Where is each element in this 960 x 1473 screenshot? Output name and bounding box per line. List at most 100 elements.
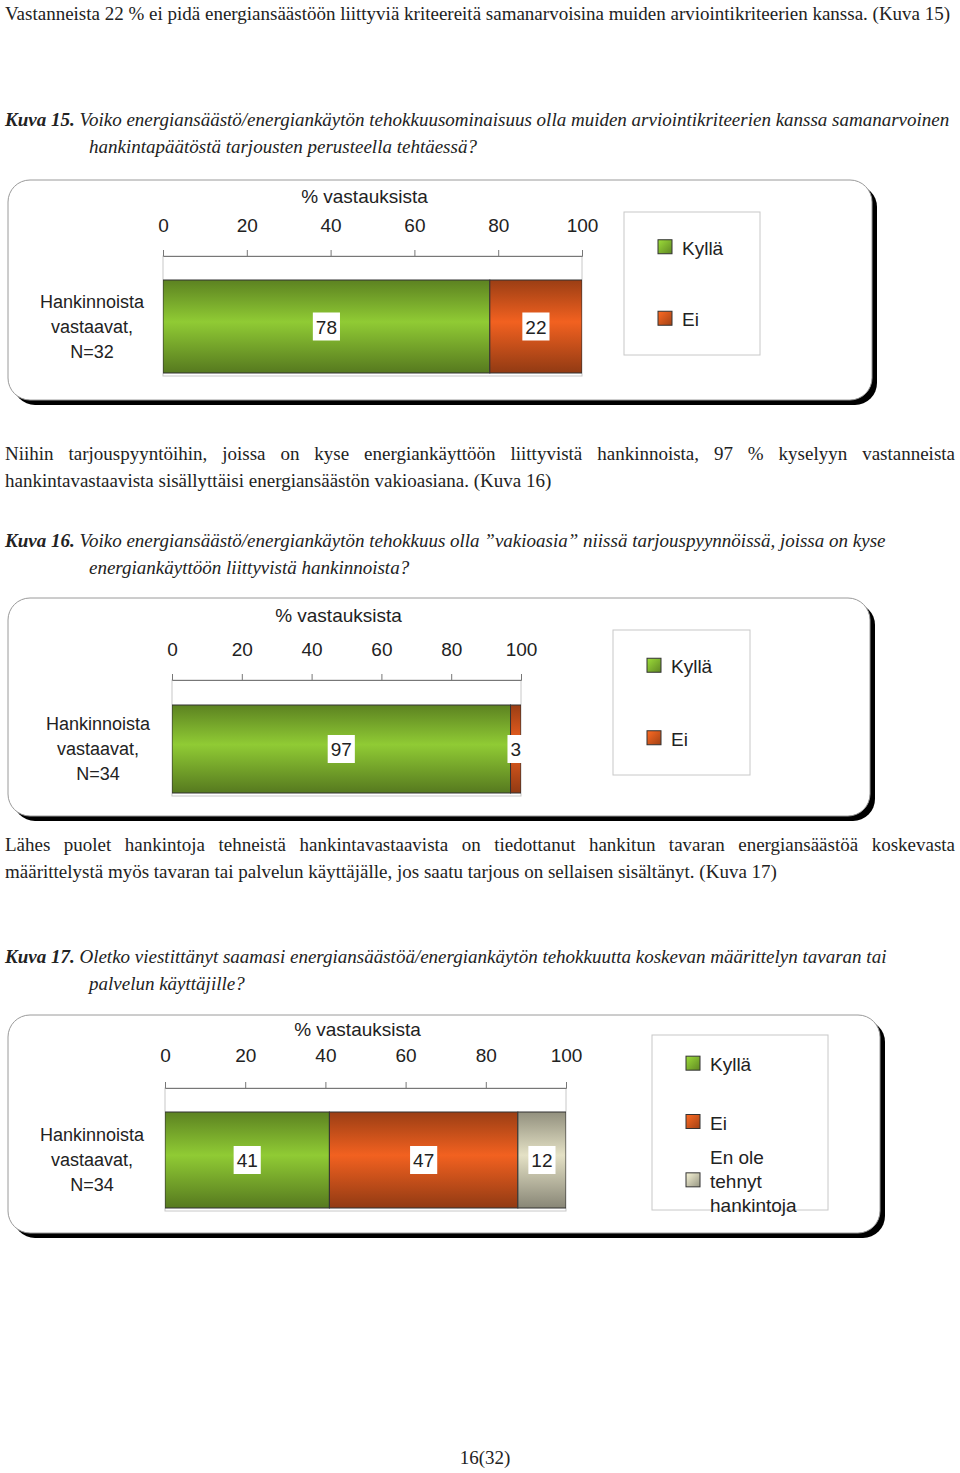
tick-mark	[312, 674, 313, 680]
data-label-text: 41	[237, 1150, 258, 1171]
data-label-text: 12	[531, 1150, 552, 1171]
legend-box	[613, 630, 750, 775]
tick: 80	[476, 1045, 497, 1088]
tick: 20	[232, 639, 253, 680]
data-label-bg	[234, 1146, 261, 1174]
bar	[511, 705, 521, 793]
tick-mark	[247, 250, 248, 256]
category-label: Hankinnoistavastaavat,N=34	[40, 1125, 145, 1195]
category-label: Hankinnoistavastaavat,N=34	[46, 714, 151, 784]
data-label-text: 78	[316, 317, 337, 338]
tick: 0	[158, 215, 169, 256]
tick-mark	[381, 674, 382, 680]
data-label-text: 97	[331, 739, 352, 760]
tick-label: 40	[321, 215, 342, 236]
tick: 100	[567, 215, 599, 256]
paragraph: Vastanneista 22 % ei pidä energiansäästö…	[5, 0, 955, 27]
figure-label: Kuva 16.	[5, 530, 75, 551]
x-axis: 0 20 40 60 80 100	[158, 215, 598, 257]
data-label: 97	[328, 735, 355, 763]
tick-label: 100	[567, 215, 599, 236]
legend: Kyllä Ei	[624, 212, 760, 355]
tick: 40	[315, 1045, 336, 1088]
bar	[165, 1112, 329, 1208]
bar	[329, 1112, 517, 1208]
tick-label: 100	[551, 1045, 583, 1066]
tick-label: 0	[167, 639, 178, 660]
legend: KylläEiEn oletehnythankintoja	[652, 1035, 828, 1216]
legend-label: Kyllä	[710, 1054, 752, 1075]
tick-mark	[242, 674, 243, 680]
chart-title: Voiko energiansäästö/energiankäytön teho…	[79, 109, 949, 157]
axis-title: % vastauksista	[294, 1019, 421, 1040]
tick: 40	[321, 215, 342, 256]
axis-title: % vastauksista	[275, 605, 402, 626]
axis-line	[166, 1082, 567, 1089]
data-label-bg	[507, 735, 524, 763]
tick-label: 80	[441, 639, 462, 660]
tick: 0	[167, 639, 178, 680]
legend-label: Kyllä	[682, 238, 724, 259]
tick-mark	[245, 1082, 246, 1088]
data-label-bg	[410, 1146, 437, 1174]
chart: 0 20 40 60 80 100 % vastauksista Hankinnoistava…	[8, 1015, 885, 1238]
tick-label: 0	[158, 215, 169, 236]
tick-label: 40	[315, 1045, 336, 1066]
paragraph: Niihin tarjouspyyntöihin, joissa on kyse…	[5, 440, 955, 494]
plot-area	[163, 256, 582, 376]
legend-box	[624, 212, 760, 355]
tick: 80	[488, 215, 509, 256]
legend-label: En oletehnythankintoja	[710, 1147, 797, 1216]
data-label: 22	[522, 313, 549, 341]
tick-label: 60	[404, 215, 425, 236]
legend-swatch	[686, 1173, 700, 1187]
tick: 80	[441, 639, 462, 680]
frame	[8, 1015, 880, 1233]
tick-mark	[521, 674, 522, 680]
tick: 20	[235, 1045, 256, 1088]
tick-mark	[325, 1082, 326, 1088]
tick-mark	[406, 1082, 407, 1088]
data-label-bg	[528, 1146, 555, 1174]
legend-swatch	[658, 311, 672, 325]
tick-mark	[163, 250, 164, 256]
plot-area	[165, 1088, 566, 1211]
axis-title: % vastauksista	[301, 186, 428, 207]
data-labels: 41 47 12	[234, 1146, 556, 1174]
tick-mark	[498, 250, 499, 256]
frame	[8, 180, 872, 400]
axis-line	[164, 250, 583, 257]
legend-label: Ei	[682, 309, 699, 330]
legend-swatch	[686, 1056, 700, 1070]
tick-label: 20	[237, 215, 258, 236]
chart-title: Voiko energiansäästö/energiankäytön teho…	[79, 530, 885, 578]
tick: 60	[396, 1045, 417, 1088]
data-label-bg	[328, 735, 355, 763]
tick-label: 20	[235, 1045, 256, 1066]
tick: 60	[404, 215, 425, 256]
bars	[163, 280, 582, 373]
tick-label: 0	[160, 1045, 171, 1066]
tick-label: 100	[506, 639, 538, 660]
page-svg: 0 20 40 60 80 100 % vastauksista Hankinnoistava…	[0, 0, 960, 1473]
bar	[172, 705, 511, 793]
tick: 100	[551, 1045, 583, 1088]
data-label: 3	[507, 735, 524, 763]
bars	[165, 1112, 566, 1208]
tick-label: 40	[302, 639, 323, 660]
legend-label: Ei	[671, 729, 688, 750]
bar	[518, 1112, 566, 1208]
legend-swatch	[647, 731, 661, 745]
legend-swatch	[658, 240, 672, 254]
bar	[490, 280, 582, 373]
figure-caption: Kuva 16. Voiko energiansäästö/energiankä…	[5, 527, 950, 581]
data-label-text: 47	[413, 1150, 434, 1171]
page-number: 16(32)	[0, 1447, 960, 1469]
x-axis: 0 20 40 60 80 100	[160, 1045, 582, 1089]
chart-title: Oletko viestittänyt saamasi energiansääs…	[79, 946, 886, 994]
tick-label: 60	[396, 1045, 417, 1066]
chart: 020406080100% vastauksistaHankinnoistava…	[8, 180, 877, 405]
plot-area	[172, 680, 521, 796]
chart: 020406080100% vastauksistaHankinnoistava…	[8, 598, 875, 821]
x-axis: 020406080100	[167, 639, 537, 681]
